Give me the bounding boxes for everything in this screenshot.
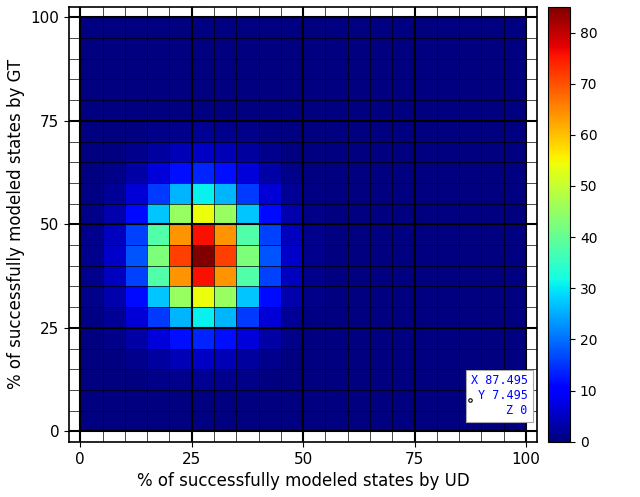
X-axis label: % of successfully modeled states by UD: % of successfully modeled states by UD <box>137 472 470 490</box>
Text: X 87.495
Y 7.495
Z 0: X 87.495 Y 7.495 Z 0 <box>471 374 528 417</box>
Y-axis label: % of successfully modeled states by GT: % of successfully modeled states by GT <box>7 59 25 390</box>
